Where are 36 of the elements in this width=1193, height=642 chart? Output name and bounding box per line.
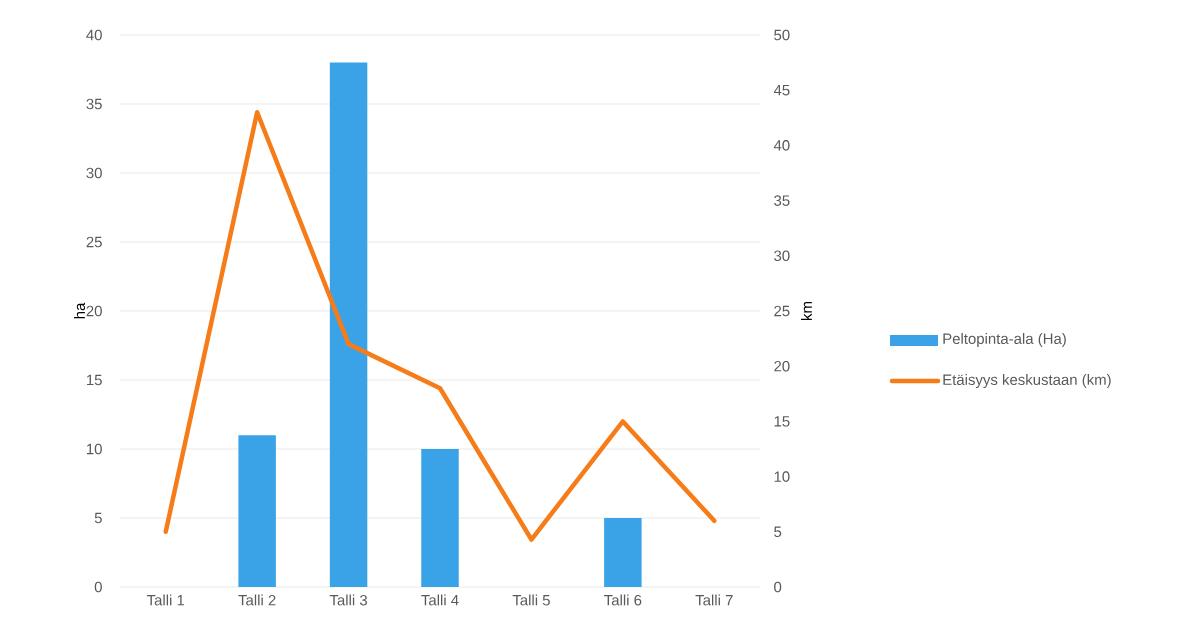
x-tick-label: Talli 2 [238,594,276,606]
x-tick-label: Talli 6 [604,594,642,606]
y2-axis-title: km [800,302,812,320]
bar [604,518,642,587]
y2-tick-label: 30 [774,250,790,262]
y2-tick-label: 20 [774,360,790,372]
y2-tick-label: 0 [774,581,782,593]
y-tick-label: 5 [94,512,102,524]
x-tick-label: Talli 5 [512,594,550,606]
legend-label: Peltopinta-ala (Ha) [943,333,1066,347]
y-tick-label: 10 [87,443,102,455]
y-tick-label: 35 [86,98,102,110]
y-tick-label: 25 [86,236,102,248]
y2-tick-label: 5 [774,526,782,538]
y2-tick-label: 25 [774,305,790,317]
y2-tick-label: 50 [774,29,790,41]
y-tick-label: 30 [86,167,102,179]
y2-tick-label: 45 [773,84,790,96]
bar [238,435,276,587]
x-tick-label: Talli 3 [329,594,368,606]
y2-tick-label: 15 [774,416,790,427]
y-tick-label: 20 [86,305,102,317]
y2-tick-label: 40 [773,140,790,151]
y-axis-title: ha [74,302,86,319]
x-tick-label: Talli 4 [421,594,459,606]
y2-tick-label: 35 [774,195,790,206]
x-tick-label: Talli 7 [695,594,733,606]
x-tick-label: Talli 1 [146,594,185,606]
line-series [163,110,717,542]
legend-label: Etäisyys keskustaan (km) [943,374,1111,388]
y-tick-label: 0 [94,581,102,593]
y2-tick-label: 10 [774,471,790,482]
y-tick-label: 15 [87,374,102,386]
y-tick-label: 40 [86,29,102,41]
bar [421,449,459,587]
bar [329,62,368,587]
